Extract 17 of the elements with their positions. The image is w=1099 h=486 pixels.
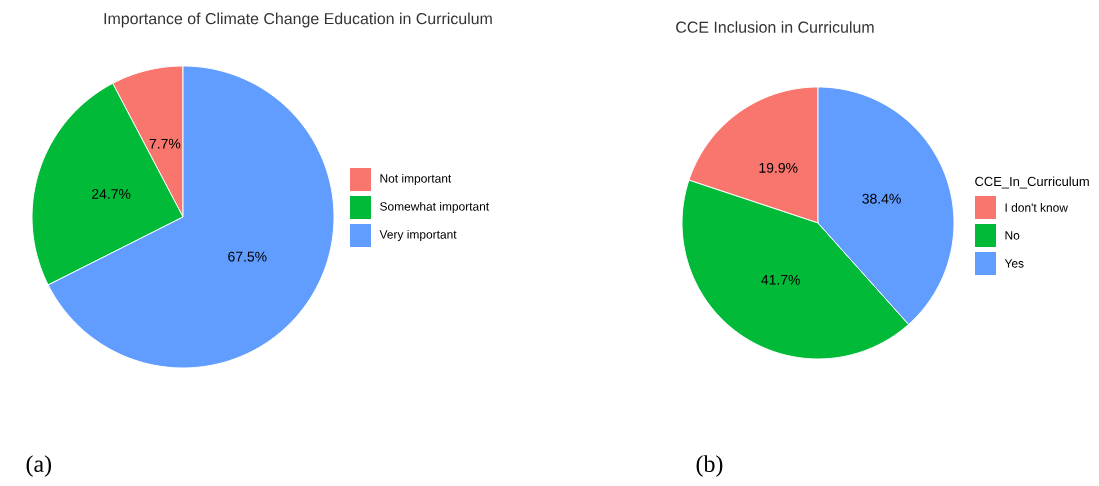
legend-label: No [1005, 231, 1020, 240]
data-label: 7.7% [149, 138, 181, 149]
data-label: 67.5% [228, 251, 267, 262]
legend-label: Very important [379, 229, 457, 242]
legend-label: Not important [380, 173, 452, 186]
chart-title: Importance of Climate Change Education in Curriculum [104, 12, 492, 28]
legend-label: I don't know [1005, 203, 1068, 212]
data-label: 38.4% [862, 193, 901, 204]
text: (a) [26, 455, 52, 477]
text: (b) [696, 455, 723, 477]
chart-title: CCE Inclusion in Curriculum [676, 21, 874, 33]
legend-title: CCE_In_Curriculum [975, 176, 1089, 189]
data-label: 19.9% [759, 162, 798, 173]
legend-label: Somewhat important [380, 201, 490, 214]
data-label: 24.7% [92, 189, 131, 199]
legend-label: Yes [1004, 259, 1024, 268]
data-label: 41.7% [761, 274, 800, 285]
